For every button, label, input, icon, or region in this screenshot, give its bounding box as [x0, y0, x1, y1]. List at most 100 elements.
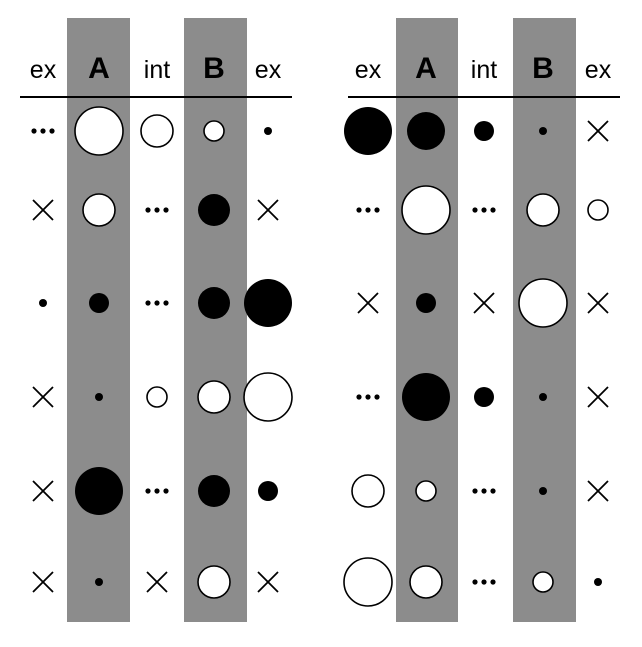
- column-header: int: [144, 56, 170, 84]
- column-band: [184, 18, 247, 622]
- filled-circle-marker: [344, 107, 392, 155]
- column-band: [396, 18, 458, 622]
- cross-marker: [146, 571, 168, 593]
- ellipsis-marker: [472, 579, 496, 585]
- open-circle-marker: [351, 474, 385, 508]
- cross-stroke: [32, 480, 54, 502]
- ellipsis-dot: [145, 488, 151, 494]
- ellipsis-dot: [472, 207, 478, 213]
- cross-marker: [32, 480, 54, 502]
- filled-circle-marker: [258, 481, 278, 501]
- column-header: ex: [585, 56, 612, 84]
- filled-circle-marker: [75, 467, 123, 515]
- open-circle-marker: [518, 278, 568, 328]
- ellipsis-dot: [490, 488, 496, 494]
- open-circle-marker: [409, 565, 443, 599]
- cross-marker: [257, 199, 279, 221]
- ellipsis-marker: [145, 207, 169, 213]
- ellipsis-marker: [356, 207, 380, 213]
- ellipsis-dot: [374, 207, 380, 213]
- ellipsis-marker: [145, 300, 169, 306]
- cross-marker: [587, 386, 609, 408]
- cross-stroke: [587, 480, 609, 502]
- open-circle-marker: [197, 565, 231, 599]
- ellipsis-dot: [490, 207, 496, 213]
- ellipsis-dot: [356, 394, 362, 400]
- cross-marker: [257, 571, 279, 593]
- filled-circle-marker: [89, 293, 109, 313]
- cross-stroke: [146, 571, 168, 593]
- ellipsis-dot: [365, 207, 371, 213]
- filled-circle-marker: [95, 578, 103, 586]
- cross-marker: [587, 480, 609, 502]
- cross-marker: [357, 292, 379, 314]
- ellipsis-dot: [163, 488, 169, 494]
- filled-circle-marker: [594, 578, 602, 586]
- cross-stroke: [32, 199, 54, 221]
- ellipsis-marker: [356, 394, 380, 400]
- filled-circle-marker: [539, 487, 547, 495]
- open-circle-marker: [415, 480, 437, 502]
- ellipsis-dot: [154, 488, 160, 494]
- filled-circle-marker: [474, 121, 494, 141]
- cross-stroke: [473, 292, 495, 314]
- ellipsis-dot: [31, 128, 37, 134]
- ellipsis-dot: [481, 207, 487, 213]
- open-circle-marker: [401, 185, 451, 235]
- filled-circle-marker: [539, 393, 547, 401]
- column-header: A: [88, 52, 110, 85]
- open-circle-marker: [343, 557, 393, 607]
- filled-circle-marker: [39, 299, 47, 307]
- open-circle-marker: [532, 571, 554, 593]
- filled-circle-marker: [198, 475, 230, 507]
- ellipsis-dot: [163, 207, 169, 213]
- ellipsis-dot: [365, 394, 371, 400]
- cross-stroke: [587, 292, 609, 314]
- cross-marker: [587, 292, 609, 314]
- ellipsis-dot: [154, 300, 160, 306]
- ellipsis-dot: [356, 207, 362, 213]
- cross-stroke: [257, 571, 279, 593]
- ellipsis-dot: [472, 579, 478, 585]
- column-header: B: [532, 52, 554, 85]
- column-header: B: [203, 52, 225, 85]
- open-circle-marker: [197, 380, 231, 414]
- cross-stroke: [587, 120, 609, 142]
- cross-stroke: [32, 386, 54, 408]
- ellipsis-dot: [154, 207, 160, 213]
- column-header: int: [471, 56, 497, 84]
- cross-marker: [32, 571, 54, 593]
- ellipsis-dot: [374, 394, 380, 400]
- open-circle-marker: [140, 114, 174, 148]
- column-header: ex: [355, 56, 382, 84]
- filled-circle-marker: [416, 293, 436, 313]
- cross-marker: [473, 292, 495, 314]
- ellipsis-dot: [481, 579, 487, 585]
- ellipsis-dot: [49, 128, 55, 134]
- ellipsis-dot: [40, 128, 46, 134]
- open-circle-marker: [82, 193, 116, 227]
- filled-circle-marker: [244, 279, 292, 327]
- ellipsis-dot: [145, 300, 151, 306]
- filled-circle-marker: [407, 112, 445, 150]
- cross-stroke: [587, 386, 609, 408]
- cross-stroke: [357, 292, 379, 314]
- ellipsis-marker: [472, 488, 496, 494]
- open-circle-marker: [74, 106, 124, 156]
- open-circle-marker: [243, 372, 293, 422]
- open-circle-marker: [587, 199, 609, 221]
- filled-circle-marker: [474, 387, 494, 407]
- ellipsis-dot: [490, 579, 496, 585]
- filled-circle-marker: [264, 127, 272, 135]
- filled-circle-marker: [95, 393, 103, 401]
- open-circle-marker: [203, 120, 225, 142]
- column-header: A: [415, 52, 437, 85]
- filled-circle-marker: [198, 287, 230, 319]
- cross-stroke: [32, 571, 54, 593]
- column-header: ex: [255, 56, 282, 84]
- ellipsis-dot: [145, 207, 151, 213]
